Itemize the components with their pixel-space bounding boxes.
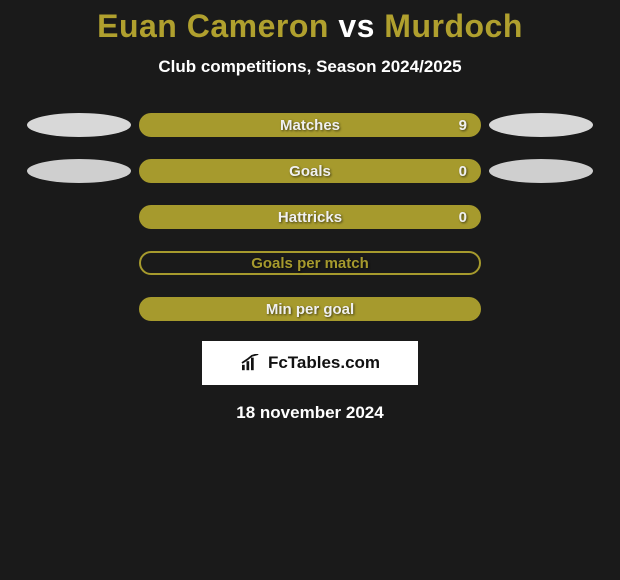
right-ellipse [489, 159, 593, 183]
stat-row: Goals per match [0, 251, 620, 275]
player1-name: Euan Cameron [97, 8, 329, 44]
left-ellipse [27, 159, 131, 183]
brand-box: FcTables.com [202, 341, 418, 385]
stat-rows: Matches 9 Goals 0 Hattricks 0 Goals per match M… [0, 113, 620, 321]
stat-label: Hattricks [278, 209, 342, 226]
stat-bar: Hattricks 0 [139, 205, 481, 229]
vs-text: vs [338, 8, 375, 44]
stat-row: Min per goal [0, 297, 620, 321]
subtitle: Club competitions, Season 2024/2025 [0, 57, 620, 77]
stat-label: Matches [280, 117, 340, 134]
stat-label: Goals per match [251, 255, 369, 272]
stat-row: Goals 0 [0, 159, 620, 183]
left-ellipse [27, 113, 131, 137]
chart-icon [240, 354, 262, 372]
player2-name: Murdoch [384, 8, 523, 44]
comparison-container: Euan Cameron vs Murdoch Club competition… [0, 0, 620, 423]
stat-bar: Goals 0 [139, 159, 481, 183]
stat-value: 0 [459, 163, 467, 180]
stat-label: Min per goal [266, 301, 354, 318]
stat-label: Goals [289, 163, 331, 180]
right-ellipse [489, 113, 593, 137]
right-side [481, 159, 601, 183]
stat-value: 9 [459, 117, 467, 134]
stat-row: Hattricks 0 [0, 205, 620, 229]
right-side [481, 113, 601, 137]
stat-bar: Matches 9 [139, 113, 481, 137]
stat-row: Matches 9 [0, 113, 620, 137]
left-side [19, 159, 139, 183]
brand-text: FcTables.com [268, 353, 380, 373]
stat-bar: Min per goal [139, 297, 481, 321]
page-title: Euan Cameron vs Murdoch [0, 8, 620, 45]
left-side [19, 113, 139, 137]
stat-bar: Goals per match [139, 251, 481, 275]
stat-value: 0 [459, 209, 467, 226]
date-text: 18 november 2024 [0, 403, 620, 423]
